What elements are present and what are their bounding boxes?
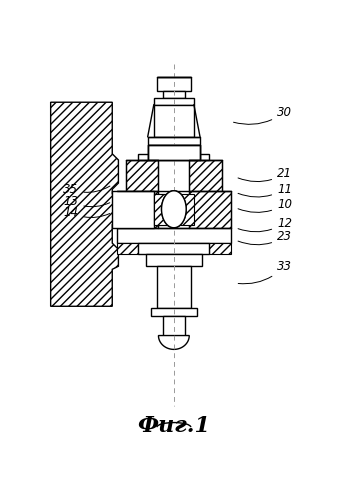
Polygon shape (112, 191, 154, 228)
Text: 33: 33 (238, 260, 292, 284)
Polygon shape (209, 243, 231, 254)
Text: 10: 10 (238, 198, 292, 213)
Polygon shape (162, 191, 186, 228)
Polygon shape (51, 102, 118, 306)
Polygon shape (163, 91, 185, 98)
Text: 14: 14 (64, 206, 110, 219)
Polygon shape (139, 154, 148, 160)
Polygon shape (154, 194, 171, 225)
Polygon shape (154, 104, 194, 137)
Polygon shape (154, 194, 171, 225)
Text: 12: 12 (238, 217, 292, 232)
Polygon shape (200, 154, 209, 160)
Polygon shape (154, 98, 194, 104)
Polygon shape (151, 308, 197, 315)
Polygon shape (117, 243, 139, 254)
Polygon shape (177, 194, 194, 225)
Polygon shape (157, 266, 191, 308)
Polygon shape (163, 315, 185, 335)
Polygon shape (157, 77, 191, 91)
Polygon shape (117, 191, 158, 228)
Polygon shape (162, 191, 186, 228)
Text: 21: 21 (238, 167, 292, 182)
Text: 23: 23 (238, 231, 292, 245)
Text: 11: 11 (238, 183, 292, 197)
Polygon shape (148, 137, 200, 145)
Text: Фиг.1: Фиг.1 (138, 415, 210, 437)
Text: 13: 13 (64, 195, 110, 208)
Polygon shape (126, 160, 158, 191)
Polygon shape (148, 145, 200, 160)
Polygon shape (158, 335, 189, 349)
Polygon shape (148, 145, 200, 160)
Polygon shape (117, 228, 231, 243)
Polygon shape (139, 243, 209, 254)
Polygon shape (189, 160, 222, 191)
Text: 30: 30 (233, 106, 292, 124)
Text: 35: 35 (64, 183, 110, 196)
Polygon shape (146, 254, 202, 266)
Polygon shape (189, 191, 231, 228)
